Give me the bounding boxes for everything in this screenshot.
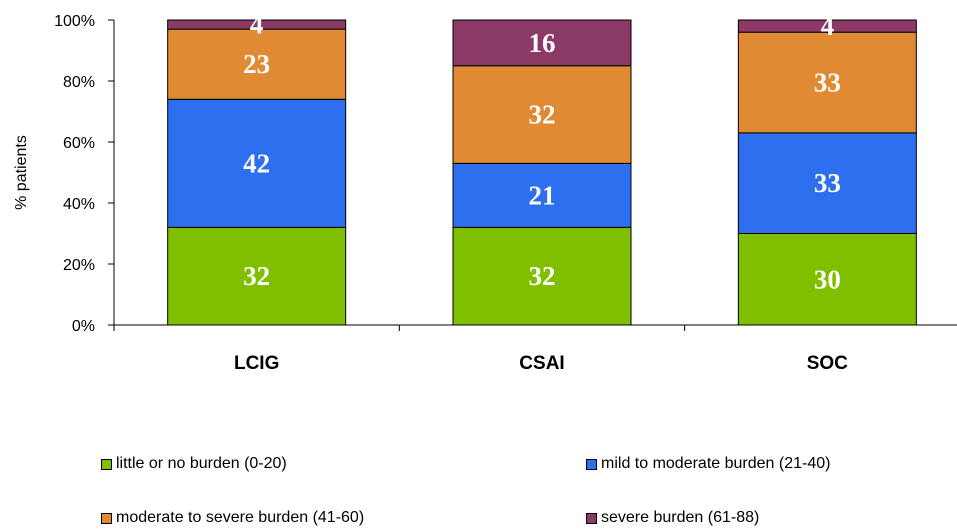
legend-swatch-blue [586,458,597,470]
legend-item-little-burden: little or no burden (0-20) [101,455,287,473]
legend-label: moderate to severe burden (41-60) [116,509,365,526]
y-tick-label: 100% [54,13,95,30]
data-label: 32 [529,261,556,291]
x-category-label: LCIG [234,353,279,374]
bar-segment [452,226,632,326]
data-label: 32 [243,261,270,291]
bar-segment [737,132,917,235]
data-label: 33 [814,168,841,198]
bar-segment [167,28,347,100]
data-label: 23 [243,49,270,79]
y-tick-label: 0% [72,318,95,335]
data-label: 32 [529,100,556,130]
bar-segment [167,98,347,228]
legend-item-moderate-severe-burden: moderate to severe burden (41-60) [101,509,364,527]
legend-swatch-green [101,458,112,470]
legend-swatch-purple [586,512,597,524]
legend-label: severe burden (61-88) [601,509,760,526]
legend-label: mild to moderate burden (21-40) [601,455,831,472]
legend-swatch-orange [101,512,112,524]
y-tick-label: 80% [63,74,95,91]
x-category-label: CSAI [519,353,564,374]
legend-item-severe-burden: severe burden (61-88) [586,509,759,527]
bar-segment [167,19,347,30]
legend-item-mild-burden: mild to moderate burden (21-40) [586,455,830,473]
data-label: 16 [529,28,556,58]
bar-segment [737,31,917,134]
data-label: 42 [243,148,270,178]
bar-segment [737,19,917,33]
bar-segment [452,65,632,164]
data-label: 21 [529,180,556,210]
bar-segment [452,162,632,228]
data-label: 33 [814,68,841,98]
stacked-bar-chart: 0% 20% 40% 60% 80% 100% % patients 32 42 23 4 LCIG 3… [13,10,957,374]
legend-label: little or no burden (0-20) [116,455,287,472]
y-tick-label: 20% [63,257,95,274]
bar-segment [167,226,347,326]
y-axis-label: % patients [13,135,30,210]
data-label: 30 [814,264,841,294]
data-label: 4 [821,11,835,41]
bar-segment [452,19,632,67]
y-tick-label: 40% [63,196,95,213]
x-category-label: SOC [807,353,848,374]
y-tick-label: 60% [63,135,95,152]
data-label: 4 [250,10,264,40]
